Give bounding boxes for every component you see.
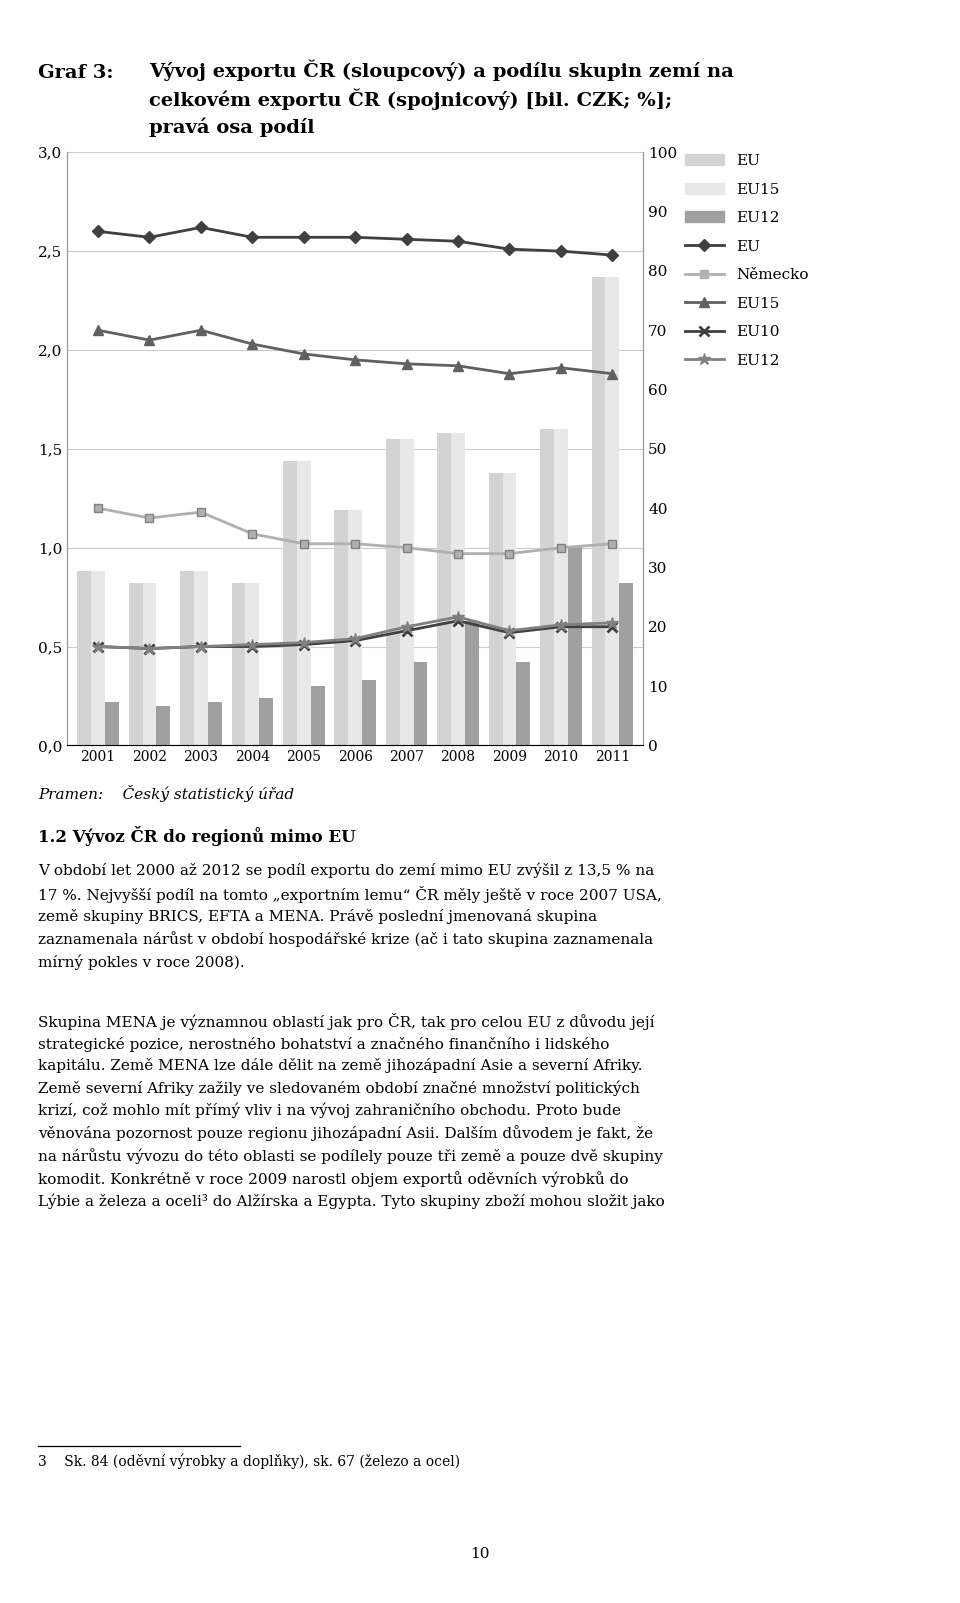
Bar xyxy=(516,662,530,745)
Text: Skupina MENA je významnou oblastí jak pro ČR, tak pro celou EU z důvodu její
str: Skupina MENA je významnou oblastí jak pr… xyxy=(38,1013,665,1209)
Bar xyxy=(437,433,451,745)
Bar xyxy=(334,510,348,745)
Bar xyxy=(246,583,259,745)
Bar xyxy=(311,686,324,745)
Bar xyxy=(194,571,208,745)
Bar xyxy=(180,571,194,745)
Bar xyxy=(348,510,362,745)
Bar xyxy=(465,620,479,745)
Bar xyxy=(259,697,274,745)
Bar xyxy=(208,702,222,745)
Bar xyxy=(451,433,465,745)
Bar xyxy=(606,277,619,745)
Bar xyxy=(231,583,246,745)
Bar xyxy=(502,473,516,745)
Bar xyxy=(591,277,606,745)
Bar xyxy=(129,583,142,745)
Bar xyxy=(489,473,502,745)
Legend: EU, EU15, EU12, EU, Německo, EU15, EU10, EU12: EU, EU15, EU12, EU, Německo, EU15, EU10,… xyxy=(685,154,808,367)
Bar xyxy=(142,583,156,745)
Text: V období let 2000 až 2012 se podíl exportu do zemí mimo EU zvýšil z 13,5 % na
17: V období let 2000 až 2012 se podíl expor… xyxy=(38,862,662,970)
Bar xyxy=(568,545,582,745)
Text: 3    Sk. 84 (oděvní výrobky a doplňky), sk. 67 (železo a ocel): 3 Sk. 84 (oděvní výrobky a doplňky), sk.… xyxy=(38,1454,461,1470)
Bar xyxy=(283,460,297,745)
Bar xyxy=(414,662,427,745)
Bar xyxy=(362,680,376,745)
Bar xyxy=(297,460,311,745)
Bar xyxy=(619,583,634,745)
Bar xyxy=(91,571,105,745)
Text: 10: 10 xyxy=(470,1547,490,1561)
Bar xyxy=(399,439,414,745)
Bar xyxy=(554,430,568,745)
Bar xyxy=(105,702,119,745)
Bar xyxy=(156,705,170,745)
Bar xyxy=(77,571,91,745)
Bar xyxy=(540,430,554,745)
Text: Pramen:    Český statistický úřad: Pramen: Český statistický úřad xyxy=(38,785,295,803)
Text: Vývoj exportu ČR (sloupcový) a podílu skupin zemí na
celkovém exportu ČR (spojni: Vývoj exportu ČR (sloupcový) a podílu sk… xyxy=(149,59,733,136)
Text: Graf 3:: Graf 3: xyxy=(38,64,114,82)
Bar xyxy=(386,439,399,745)
Text: 1.2 Vývoz ČR do regionů mimo EU: 1.2 Vývoz ČR do regionů mimo EU xyxy=(38,826,356,845)
